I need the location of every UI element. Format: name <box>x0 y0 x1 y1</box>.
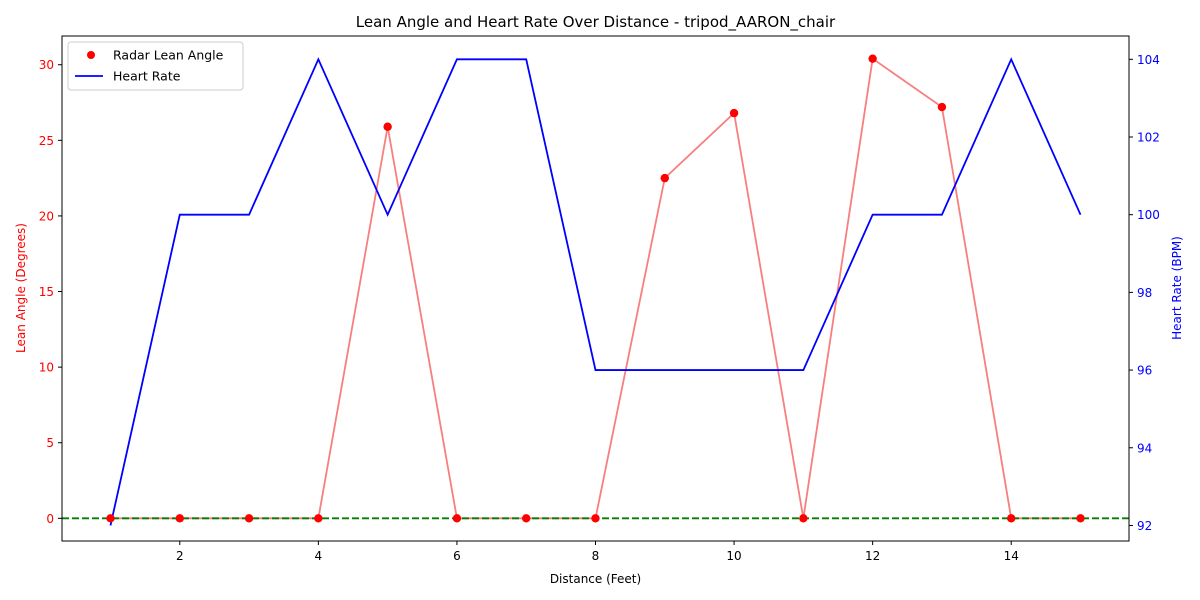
legend: Radar Lean Angle Heart Rate <box>67 41 244 91</box>
x-tick-label: 12 <box>865 549 880 563</box>
heart-rate-line <box>109 57 1082 526</box>
lean-angle-line <box>110 57 1081 520</box>
plot-frame <box>61 35 1130 542</box>
lean-angle-point <box>452 514 462 523</box>
x-tick-label: 6 <box>453 549 461 563</box>
y-right-tick-label: 96 <box>1137 364 1152 378</box>
y-left-tick-label: 10 <box>39 361 54 375</box>
lean-angle-point <box>1076 514 1085 523</box>
x-tick-label: 4 <box>315 549 323 563</box>
lean-angle-point <box>522 514 531 523</box>
y-right-tick-label: 104 <box>1137 53 1160 67</box>
y-left-tick-label: 5 <box>46 436 54 450</box>
lean-angle-point <box>383 122 392 131</box>
plot-layer <box>62 54 1129 526</box>
lean-angle-point <box>1007 514 1016 523</box>
x-tick-label: 14 <box>1004 549 1019 563</box>
x-tick-label: 8 <box>592 549 600 563</box>
lean-angle-point <box>729 108 739 118</box>
legend-box <box>67 41 244 91</box>
lean-angle-point <box>937 102 947 112</box>
chart-title: Lean Angle and Heart Rate Over Distance … <box>356 13 836 32</box>
y-left-tick-label: 30 <box>39 58 54 72</box>
lean-angle-point <box>175 514 184 523</box>
lean-angle-point <box>660 173 669 183</box>
y-left-tick-label: 25 <box>39 134 54 148</box>
y-right-tick-label: 92 <box>1137 519 1152 533</box>
lean-angle-point <box>244 514 254 523</box>
y-right-axis-label: Heart Rate (BPM) <box>1170 236 1184 340</box>
y-left-tick-label: 0 <box>46 512 54 526</box>
lean-angle-point <box>799 514 808 523</box>
ticks-layer: 2 4 6 8 10 12 14 0 5 10 15 20 25 30 92 94 96 98 100 102 104 <box>39 53 1160 563</box>
y-left-axis-label: Lean Angle (Degrees) <box>14 223 28 353</box>
x-axis-label: Distance (Feet) <box>550 572 641 586</box>
y-right-tick-label: 100 <box>1137 208 1160 222</box>
lean-angle-point <box>106 514 115 523</box>
lean-angle-point <box>868 54 877 63</box>
legend-label-heart-rate: Heart Rate <box>113 69 181 84</box>
lean-angle-point <box>314 514 323 523</box>
lean-angle-point <box>591 514 600 523</box>
y-left-tick-label: 15 <box>39 285 54 299</box>
y-left-tick-label: 20 <box>39 209 54 223</box>
legend-marker-lean <box>87 51 95 59</box>
x-tick-label: 2 <box>176 549 184 563</box>
y-right-tick-label: 94 <box>1137 441 1152 455</box>
x-tick-label: 10 <box>726 549 741 563</box>
y-right-tick-label: 102 <box>1137 131 1160 145</box>
legend-label-lean: Radar Lean Angle <box>113 48 224 63</box>
y-right-tick-label: 98 <box>1137 286 1152 300</box>
